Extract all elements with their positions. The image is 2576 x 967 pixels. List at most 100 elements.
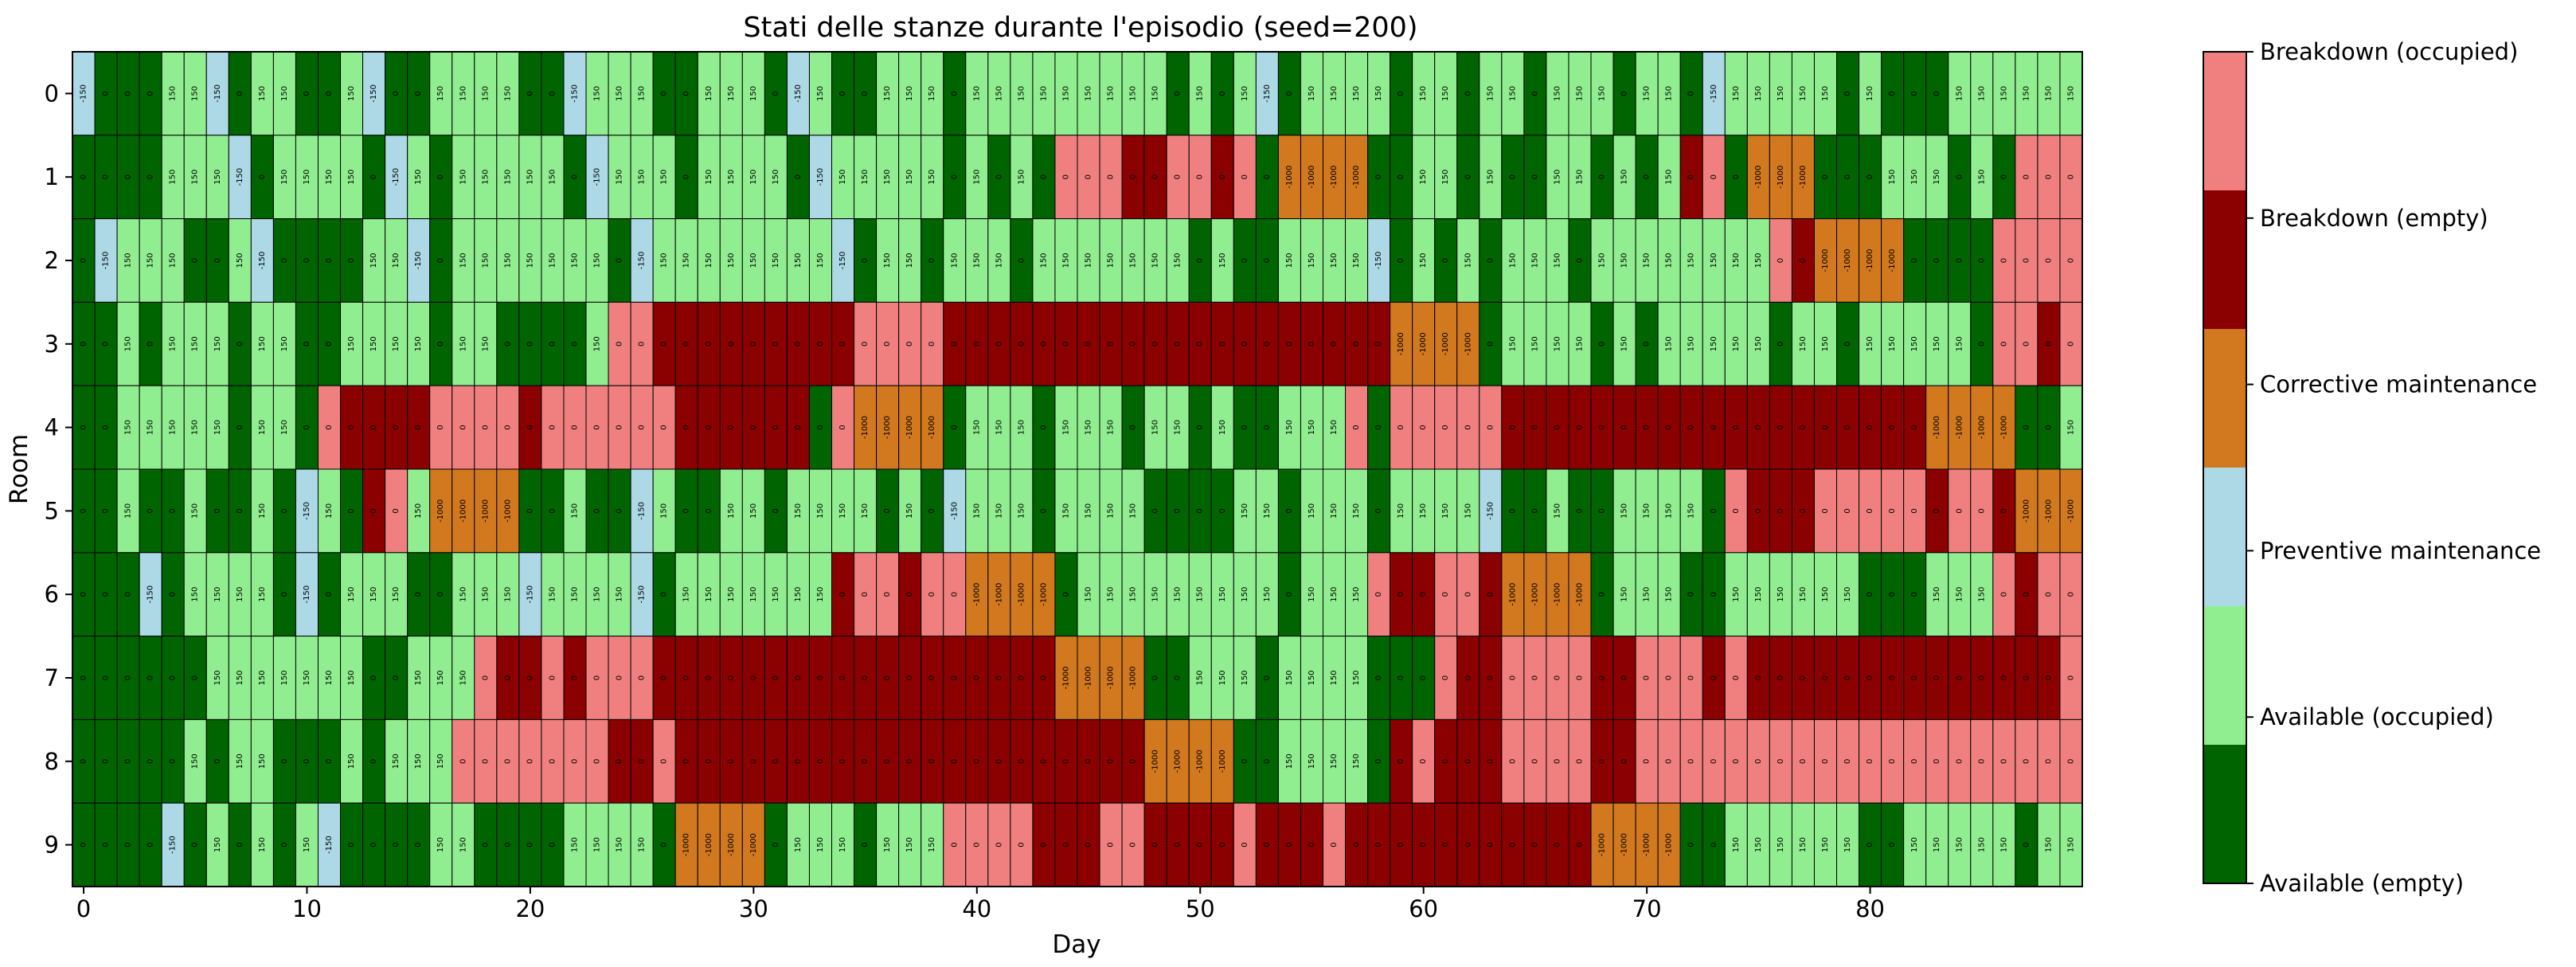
cell-reward-label: 150 — [503, 170, 512, 185]
heatmap-cell — [429, 636, 453, 720]
cell-reward-label: 0 — [1866, 675, 1874, 680]
cell-reward-label: -1000 — [1843, 249, 1852, 272]
cell-reward-label: 0 — [2044, 425, 2053, 429]
cell-reward-label: 0 — [660, 842, 669, 847]
heatmap-cell — [1143, 636, 1167, 720]
cell-reward-label: 150 — [1308, 253, 1316, 268]
cell-reward-label: 0 — [2022, 174, 2031, 179]
cell-reward-label: -1000 — [1530, 583, 1539, 606]
cell-reward-label: 0 — [1999, 675, 2008, 680]
cell-reward-label: -1000 — [861, 416, 870, 439]
heatmap-cell — [385, 718, 408, 804]
cell-reward-label: -1000 — [1107, 666, 1116, 689]
heatmap-cell — [1769, 718, 1792, 804]
cell-reward-label: 150 — [1330, 503, 1339, 519]
cell-reward-label: 0 — [1196, 342, 1205, 346]
heatmap-cell — [1769, 218, 1792, 303]
cell-reward-label: 0 — [593, 675, 602, 680]
cell-reward-label: 150 — [972, 170, 981, 185]
cell-reward-label: 150 — [280, 86, 289, 101]
cell-reward-label: 0 — [1888, 425, 1897, 429]
heatmap-cell — [72, 135, 96, 220]
cell-reward-label: 150 — [1933, 336, 1941, 351]
cell-reward-label: 0 — [1374, 342, 1383, 346]
cell-reward-label: 150 — [1888, 336, 1897, 351]
heatmap-cell — [831, 718, 855, 804]
cell-reward-label: 150 — [1754, 86, 1763, 101]
cell-reward-label: 0 — [1464, 592, 1472, 597]
cell-reward-label: 0 — [682, 508, 691, 513]
cell-reward-label: 0 — [616, 759, 624, 764]
cell-reward-label: 0 — [1999, 508, 2008, 513]
cell-reward-label: 150 — [905, 170, 914, 185]
heatmap-cell — [987, 301, 1011, 386]
cell-reward-label: 0 — [1486, 592, 1495, 597]
cell-reward-label: 150 — [883, 170, 892, 185]
heatmap-cell — [407, 51, 431, 136]
cell-reward-label: 150 — [1687, 253, 1696, 268]
cell-reward-label: 150 — [749, 503, 758, 519]
cell-reward-label: -1000 — [1999, 416, 2008, 439]
cell-reward-label: 0 — [1799, 258, 1808, 263]
heatmap-cell — [1925, 636, 1949, 720]
cell-reward-label: 150 — [1441, 503, 1450, 519]
cell-reward-label: 0 — [2067, 342, 2076, 346]
cell-reward-label: 150 — [459, 336, 467, 351]
cell-reward-label: 150 — [1107, 253, 1116, 268]
cell-reward-label: 150 — [616, 587, 624, 602]
cell-reward-label: 0 — [1062, 342, 1071, 346]
cell-reward-label: 0 — [616, 508, 624, 513]
heatmap-cell — [2059, 385, 2083, 470]
cell-reward-label: 150 — [928, 170, 936, 185]
cell-reward-label: 150 — [549, 587, 557, 602]
cell-reward-label: 0 — [1039, 759, 1048, 764]
heatmap-cell — [2059, 718, 2083, 804]
cell-reward-label: 0 — [102, 675, 111, 680]
cell-reward-label: 150 — [883, 837, 892, 852]
cell-reward-label: 0 — [1732, 425, 1741, 429]
cell-reward-label: 150 — [1910, 336, 1919, 351]
heatmap-cell — [2059, 802, 2083, 887]
cell-reward-label: 150 — [593, 253, 602, 268]
cell-reward-label: 0 — [147, 508, 155, 513]
cell-reward-label: 0 — [481, 759, 490, 764]
cell-reward-label: 150 — [236, 587, 244, 602]
heatmap-cell — [1233, 468, 1257, 554]
heatmap-cell — [228, 135, 252, 220]
cell-reward-label: 0 — [1643, 425, 1652, 429]
heatmap-cell — [1277, 552, 1301, 637]
cell-reward-label: 0 — [369, 174, 378, 179]
heatmap-cell — [1881, 552, 1905, 637]
heatmap-cell — [1345, 135, 1369, 220]
cell-reward-label: 150 — [1174, 420, 1182, 435]
heatmap-cell — [496, 468, 520, 554]
cell-reward-label: 0 — [1419, 425, 1428, 429]
heatmap-cell — [1546, 468, 1569, 554]
cell-reward-label: 0 — [102, 425, 111, 429]
heatmap-cell — [1657, 385, 1681, 470]
cell-reward-label: 0 — [392, 675, 401, 680]
cell-reward-label: 0 — [1933, 759, 1941, 764]
cell-reward-label: 150 — [1085, 420, 1093, 435]
heatmap-cell — [1121, 135, 1145, 220]
cell-reward-label: 150 — [1620, 503, 1629, 519]
cell-reward-label: 0 — [1530, 759, 1539, 764]
heatmap-cell — [72, 51, 96, 136]
cell-reward-label: 150 — [1107, 86, 1116, 101]
legend-label: Available (empty) — [2260, 870, 2464, 897]
cell-reward-label: 0 — [1330, 842, 1339, 847]
cell-reward-label: 150 — [660, 253, 669, 268]
heatmap-cell — [1813, 636, 1838, 720]
heatmap-cell — [674, 468, 698, 554]
heatmap-cell — [1367, 301, 1391, 386]
heatmap-cell — [1277, 718, 1301, 804]
cell-reward-label: 0 — [1085, 759, 1093, 764]
heatmap-cell — [1099, 718, 1123, 804]
heatmap-cell — [1233, 51, 1257, 136]
cell-reward-label: 0 — [1888, 592, 1897, 597]
cell-reward-label: 0 — [280, 508, 289, 513]
cell-reward-label: 0 — [503, 342, 512, 346]
cell-reward-label: 0 — [838, 675, 847, 680]
cell-reward-label: 0 — [1620, 91, 1629, 96]
cell-reward-label: 0 — [861, 592, 870, 597]
